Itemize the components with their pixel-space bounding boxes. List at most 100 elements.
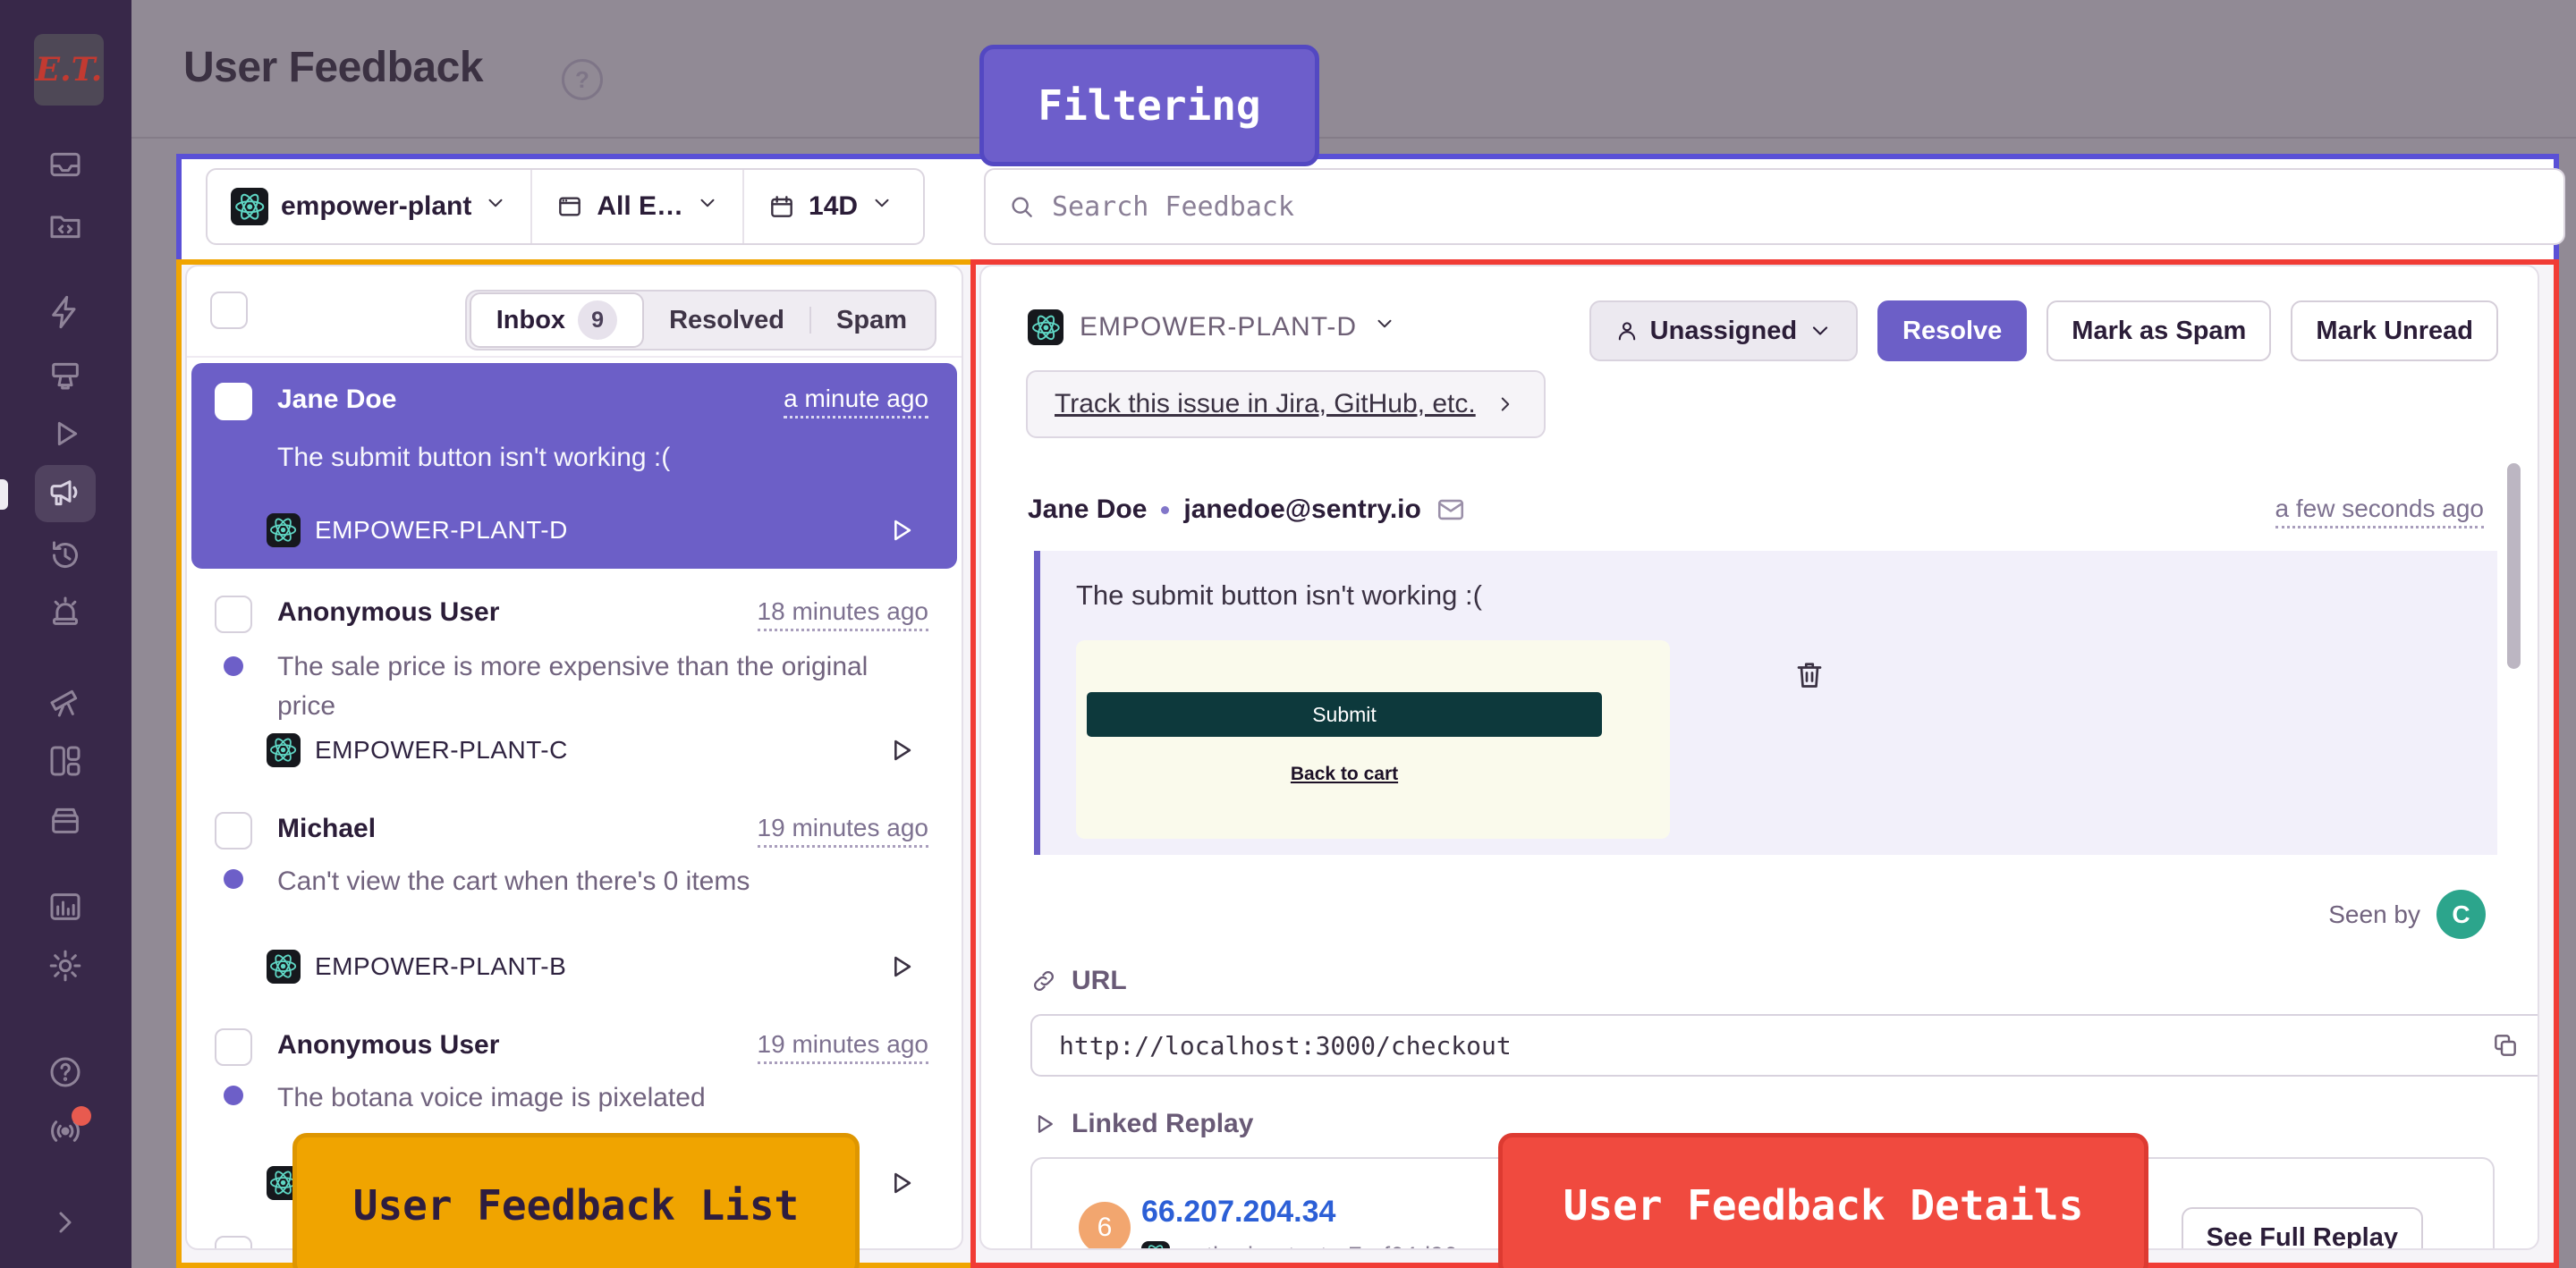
feedback-author: Anonymous User (277, 1030, 500, 1060)
chevron-right-icon (59, 1212, 72, 1233)
project-filter[interactable]: empower-plant (208, 170, 530, 243)
tab-inbox[interactable]: Inbox 9 (469, 292, 645, 348)
feedback-list-panel: Inbox 9 Resolved Spam Jane Doe a minute … (185, 265, 963, 1250)
archive-box-icon (52, 807, 79, 833)
sidebar-item-feedback[interactable] (46, 474, 85, 513)
sidebar-item-insights[interactable] (46, 355, 85, 394)
author-email: janedoe@sentry.io (1183, 495, 1421, 524)
chevron-down-icon (1373, 312, 1396, 342)
page-title-help-icon[interactable]: ? (562, 59, 603, 100)
chevron-right-icon (1501, 397, 1509, 411)
feedback-preview: Can't view the cart when there's 0 items (277, 866, 750, 896)
url-value: http://localhost:3000/checkout (1059, 1030, 1512, 1061)
sidebar-item-settings[interactable] (46, 946, 85, 985)
see-full-replay-button[interactable]: See Full Replay (2181, 1207, 2423, 1248)
sidebar-collapse-button[interactable] (46, 1203, 85, 1242)
replay-play-icon[interactable] (886, 515, 916, 550)
person-icon (1618, 322, 1635, 341)
environment-filter[interactable]: All E… (530, 170, 742, 243)
page-title: User Feedback (183, 44, 484, 91)
seen-by-row: Seen by C (2328, 890, 2486, 939)
sidebar-item-releases[interactable] (46, 536, 85, 575)
feedback-screenshot[interactable]: Submit Back to cart (1076, 640, 1670, 839)
notification-dot (72, 1106, 91, 1126)
react-project-icon (267, 733, 301, 767)
link-icon (1034, 971, 1054, 991)
feedback-list-item[interactable]: Michael 19 minutes ago Can't view the ca… (191, 792, 957, 998)
item-checkbox[interactable] (215, 1236, 252, 1248)
feedback-time: 18 minutes ago (757, 597, 928, 631)
feedback-time: a minute ago (784, 385, 928, 418)
select-all-checkbox[interactable] (210, 292, 248, 329)
details-project-selector[interactable]: EMPOWER-PLANT-D (1028, 309, 1396, 345)
search-input[interactable] (1050, 190, 2542, 224)
tab-divider (809, 307, 812, 334)
chevron-down-icon (696, 191, 719, 222)
seen-by-label: Seen by (2328, 900, 2420, 928)
project-filter-value: empower-plant (281, 191, 472, 221)
inbox-count-badge: 9 (578, 300, 618, 340)
replay-session-row: catherine-test-a7-af64d96ee (1141, 1241, 1520, 1248)
envelope-icon[interactable] (1436, 495, 1466, 525)
mark-as-spam-button[interactable]: Mark as Spam (2046, 300, 2272, 361)
feedback-author: Jane Doe (277, 385, 397, 414)
sidebar-item-dashboards[interactable] (46, 741, 85, 781)
track-issue-button[interactable]: Track this issue in Jira, GitHub, etc. (1026, 370, 1546, 438)
tab-spam[interactable]: Spam (836, 305, 907, 334)
react-project-icon (1141, 1241, 1170, 1248)
feedback-time: 19 minutes ago (757, 814, 928, 848)
feedback-list-item[interactable]: Anonymous User 18 minutes ago The sale p… (191, 576, 957, 782)
sidebar-item-whats-new[interactable] (46, 1106, 91, 1151)
list-annotation-label: User Feedback List (292, 1133, 860, 1268)
replay-play-icon[interactable] (886, 951, 916, 986)
sidebar-item-help[interactable] (46, 1052, 85, 1092)
resolve-button[interactable]: Resolve (1877, 300, 2028, 361)
bar-chart-icon (50, 893, 80, 920)
trash-icon (1797, 663, 1822, 688)
feedback-project-tag: EMPOWER-PLANT-D (267, 513, 568, 547)
feedback-author: Michael (277, 814, 377, 843)
replay-ip-link[interactable]: 66.207.204.34 (1141, 1195, 1336, 1229)
search-bar (984, 168, 2565, 245)
unread-dot (224, 1086, 243, 1105)
replay-play-icon[interactable] (886, 735, 916, 770)
sidebar-selected-highlight (35, 465, 96, 522)
chevron-down-icon (870, 191, 894, 222)
date-range-filter[interactable]: 14D (742, 170, 917, 243)
item-checkbox[interactable] (215, 812, 252, 850)
delete-screenshot-button[interactable] (1793, 658, 1826, 695)
replay-play-icon[interactable] (886, 1168, 916, 1203)
sidebar-item-crons[interactable] (46, 800, 85, 840)
feedback-timestamp[interactable]: a few seconds ago (2275, 495, 2484, 528)
feedback-author: Anonymous User (277, 597, 500, 627)
sidebar-item-performance[interactable] (46, 292, 85, 332)
sidebar-item-discover[interactable] (46, 682, 85, 722)
sidebar-item-issues[interactable] (46, 145, 85, 184)
item-checkbox[interactable] (215, 596, 252, 633)
item-checkbox[interactable] (215, 383, 252, 420)
feedback-list-item[interactable]: Jane Doe a minute ago The submit button … (191, 363, 957, 569)
feedback-project-tag: EMPOWER-PLANT-C (267, 733, 568, 767)
sidebar-item-stats[interactable] (46, 887, 85, 926)
react-project-icon (267, 513, 301, 547)
feedback-list-item[interactable]: Anonymous User 19 minutes ago The botana… (191, 1009, 957, 1214)
sidebar-item-alerts[interactable] (46, 592, 85, 631)
copy-icon[interactable] (2491, 1031, 2520, 1060)
details-scrollbar-thumb[interactable] (2507, 463, 2521, 669)
item-checkbox[interactable] (215, 1028, 252, 1066)
org-logo[interactable]: E.T. (34, 34, 104, 106)
feedback-message-text: The submit button isn't working :( (1076, 579, 1482, 611)
url-field[interactable]: http://localhost:3000/checkout (1030, 1014, 2538, 1077)
seen-by-avatar[interactable]: C (2436, 890, 2486, 939)
megaphone-icon (50, 480, 78, 506)
author-name: Jane Doe (1028, 495, 1148, 524)
feedback-preview: The sale price is more expensive than th… (277, 652, 869, 721)
mark-unread-button[interactable]: Mark Unread (2291, 300, 2498, 361)
assignee-dropdown[interactable]: Unassigned (1589, 300, 1859, 361)
tab-resolved[interactable]: Resolved (669, 305, 785, 334)
chevron-down-icon (484, 191, 507, 222)
sidebar-item-replays[interactable] (46, 414, 85, 453)
sidebar-item-projects[interactable] (46, 207, 85, 246)
sidebar-active-indicator (0, 479, 8, 510)
dashboard-icon (50, 746, 80, 776)
